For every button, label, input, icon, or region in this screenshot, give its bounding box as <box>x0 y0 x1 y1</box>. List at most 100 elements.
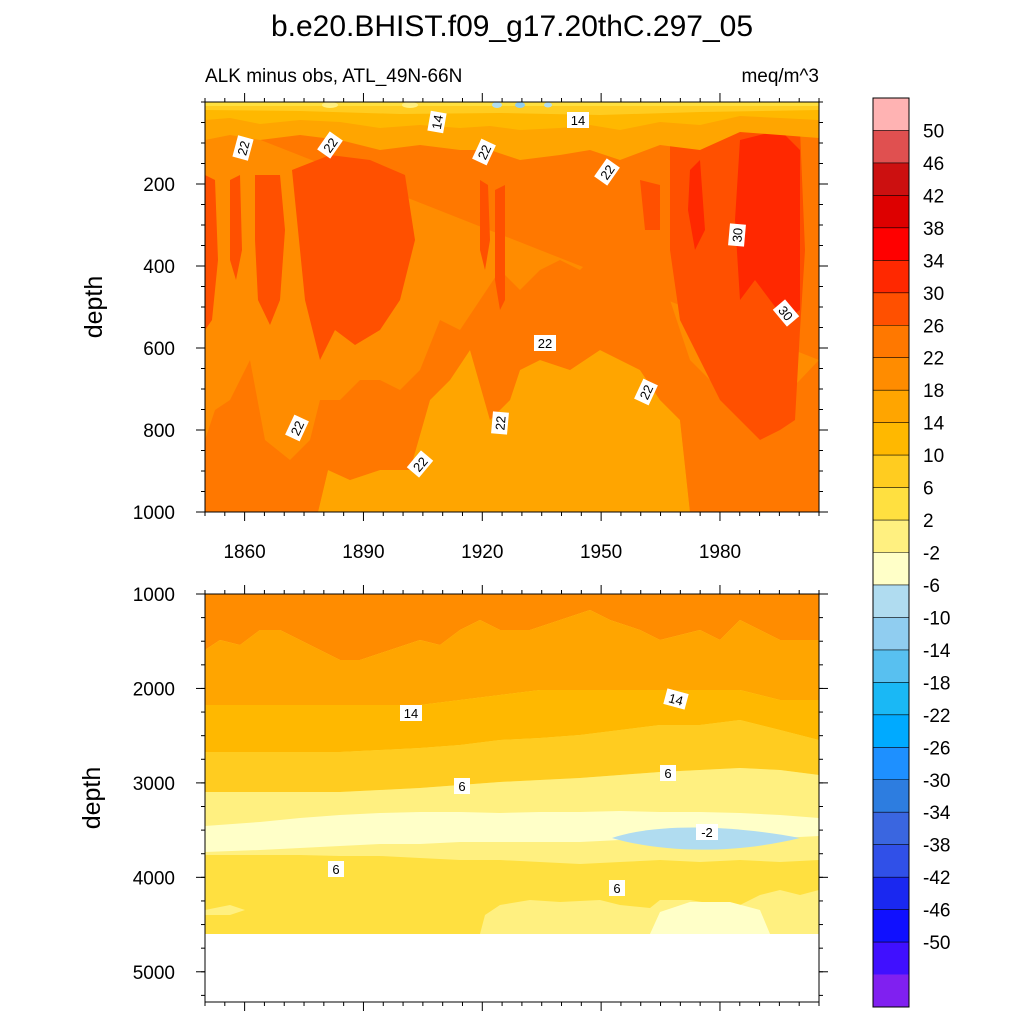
bottom-region-2-6-edge <box>205 905 245 915</box>
colorbar-label: 46 <box>923 154 944 175</box>
colorbar-swatch <box>873 682 909 716</box>
bottom-region-14-18 <box>205 610 819 705</box>
colorbar-swatch <box>873 195 909 229</box>
colorbar-label: -22 <box>923 706 950 727</box>
colorbar-swatch <box>873 227 909 261</box>
y-tick-label: 5000 <box>133 963 175 984</box>
bottom-region-10-14 <box>205 690 819 752</box>
y-tick-label: 1000 <box>133 585 175 606</box>
top-y-axis-label: depth <box>80 276 108 339</box>
bottom-region-18-22 <box>205 594 819 660</box>
colorbar-label: 34 <box>923 251 945 272</box>
colorbar-swatch <box>873 455 909 488</box>
bottom-region-minus2-2 <box>205 811 819 852</box>
y-tick-label: 800 <box>143 421 175 442</box>
colorbar-label: 10 <box>923 446 944 467</box>
contour-label: 6 <box>664 766 671 781</box>
contour-label: 6 <box>332 862 339 877</box>
bottom-panel-contours <box>205 594 819 934</box>
colorbar-label: -38 <box>923 836 950 857</box>
colorbar-swatch <box>873 584 909 618</box>
colorbar-label: -18 <box>923 673 950 694</box>
bottom-y-ticks: 1000 2000 3000 4000 5000 <box>133 585 828 996</box>
colorbar-swatch <box>873 520 909 553</box>
top-region-26-30-a <box>205 175 218 330</box>
panel-subtitle-right: meq/m^3 <box>741 66 819 87</box>
colorbar-label: -14 <box>923 641 951 662</box>
y-tick-label: 1000 <box>133 503 175 524</box>
contour-label: -2 <box>701 825 713 840</box>
colorbar-label: 2 <box>923 511 934 532</box>
panel-subtitle-left: ALK minus obs, ATL_49N-66N <box>205 66 462 87</box>
contour-label: 30 <box>729 227 745 243</box>
colorbar-swatch <box>873 877 909 910</box>
x-tick-label: 1920 <box>461 542 503 563</box>
colorbar-label: 42 <box>923 186 944 207</box>
contour-label: 6 <box>613 881 620 896</box>
colorbar-swatch <box>873 942 909 975</box>
bottom-panel-frame <box>204 593 820 1003</box>
contour-label: 22 <box>288 418 308 437</box>
colorbar-swatch <box>873 357 909 391</box>
colorbar-swatch <box>873 260 909 294</box>
colorbar-label: -42 <box>923 868 950 889</box>
colorbar-label: 26 <box>923 316 944 337</box>
bottom-y-axis-label: depth <box>78 767 106 830</box>
colorbar-swatch <box>873 292 909 326</box>
colorbar-swatch <box>873 714 909 748</box>
y-tick-label: 400 <box>143 257 175 278</box>
top-x-ticks: 1860 1890 1920 1950 1980 <box>204 93 820 563</box>
top-region-26-30-e <box>480 180 490 270</box>
colorbar-swatch <box>873 909 909 943</box>
contour-label: 14 <box>571 113 585 128</box>
top-region-22-26 <box>205 118 819 512</box>
contour-label: 22 <box>597 162 618 182</box>
bottom-panel-nodata <box>205 934 819 1002</box>
colorbar-label: 14 <box>923 414 945 435</box>
colorbar-swatch <box>873 422 909 456</box>
top-panel-contour-labels: 14 14 22 22 22 22 30 30 22 22 22 22 22 <box>232 110 800 478</box>
y-tick-label: 600 <box>143 339 175 360</box>
top-region-26-30-g <box>640 180 660 230</box>
colorbar-swatch <box>873 974 909 1008</box>
contour-label: 14 <box>667 690 685 708</box>
x-tick-label: 1860 <box>223 542 265 563</box>
colorbar-label: 30 <box>923 284 944 305</box>
colorbar-label: -50 <box>923 933 950 954</box>
colorbar-label: -30 <box>923 771 950 792</box>
contour-label: 22 <box>320 135 341 155</box>
contour-label: 6 <box>458 779 465 794</box>
colorbar-swatch <box>873 844 909 878</box>
top-region-26-30-b <box>230 175 242 280</box>
colorbar-swatch <box>873 779 909 813</box>
top-y-ticks: 200 400 600 800 1000 <box>133 101 828 524</box>
top-region-30-34-b <box>735 130 800 320</box>
x-tick-label: 1950 <box>580 542 622 563</box>
contour-label: 14 <box>429 114 446 131</box>
contour-label: 22 <box>538 336 552 351</box>
contour-label: 22 <box>492 415 508 431</box>
colorbar-label: -10 <box>923 608 950 629</box>
contour-label: 22 <box>637 382 657 401</box>
top-region-26-30-c <box>255 175 285 325</box>
contour-label: 22 <box>234 139 252 157</box>
colorbar-label: 6 <box>923 479 934 500</box>
top-surface-6 <box>205 102 819 106</box>
bottom-region-6-10 <box>205 720 819 792</box>
colorbar-label: -46 <box>923 901 950 922</box>
colorbar-label: -34 <box>923 803 951 824</box>
y-tick-label: 3000 <box>133 774 175 795</box>
y-tick-label: 4000 <box>133 868 175 889</box>
colorbar-swatch <box>873 487 909 521</box>
colorbar-swatch <box>873 552 909 586</box>
top-panel-contours <box>205 102 819 512</box>
colorbar-label: 18 <box>923 381 944 402</box>
bottom-panel-contour-labels: 14 14 6 6 -2 6 6 <box>328 688 718 896</box>
colorbar-label: -26 <box>923 738 950 759</box>
colorbar-swatch <box>873 98 909 131</box>
y-tick-label: 2000 <box>133 679 175 700</box>
bottom-x-ticks <box>204 585 820 1011</box>
colorbar-swatch <box>873 325 909 359</box>
colorbar: 50 46 42 38 34 30 26 22 18 14 10 6 2 -2 -6 -10 -14 -18 -22… <box>872 97 951 1008</box>
top-region-26-30-d <box>292 155 415 360</box>
